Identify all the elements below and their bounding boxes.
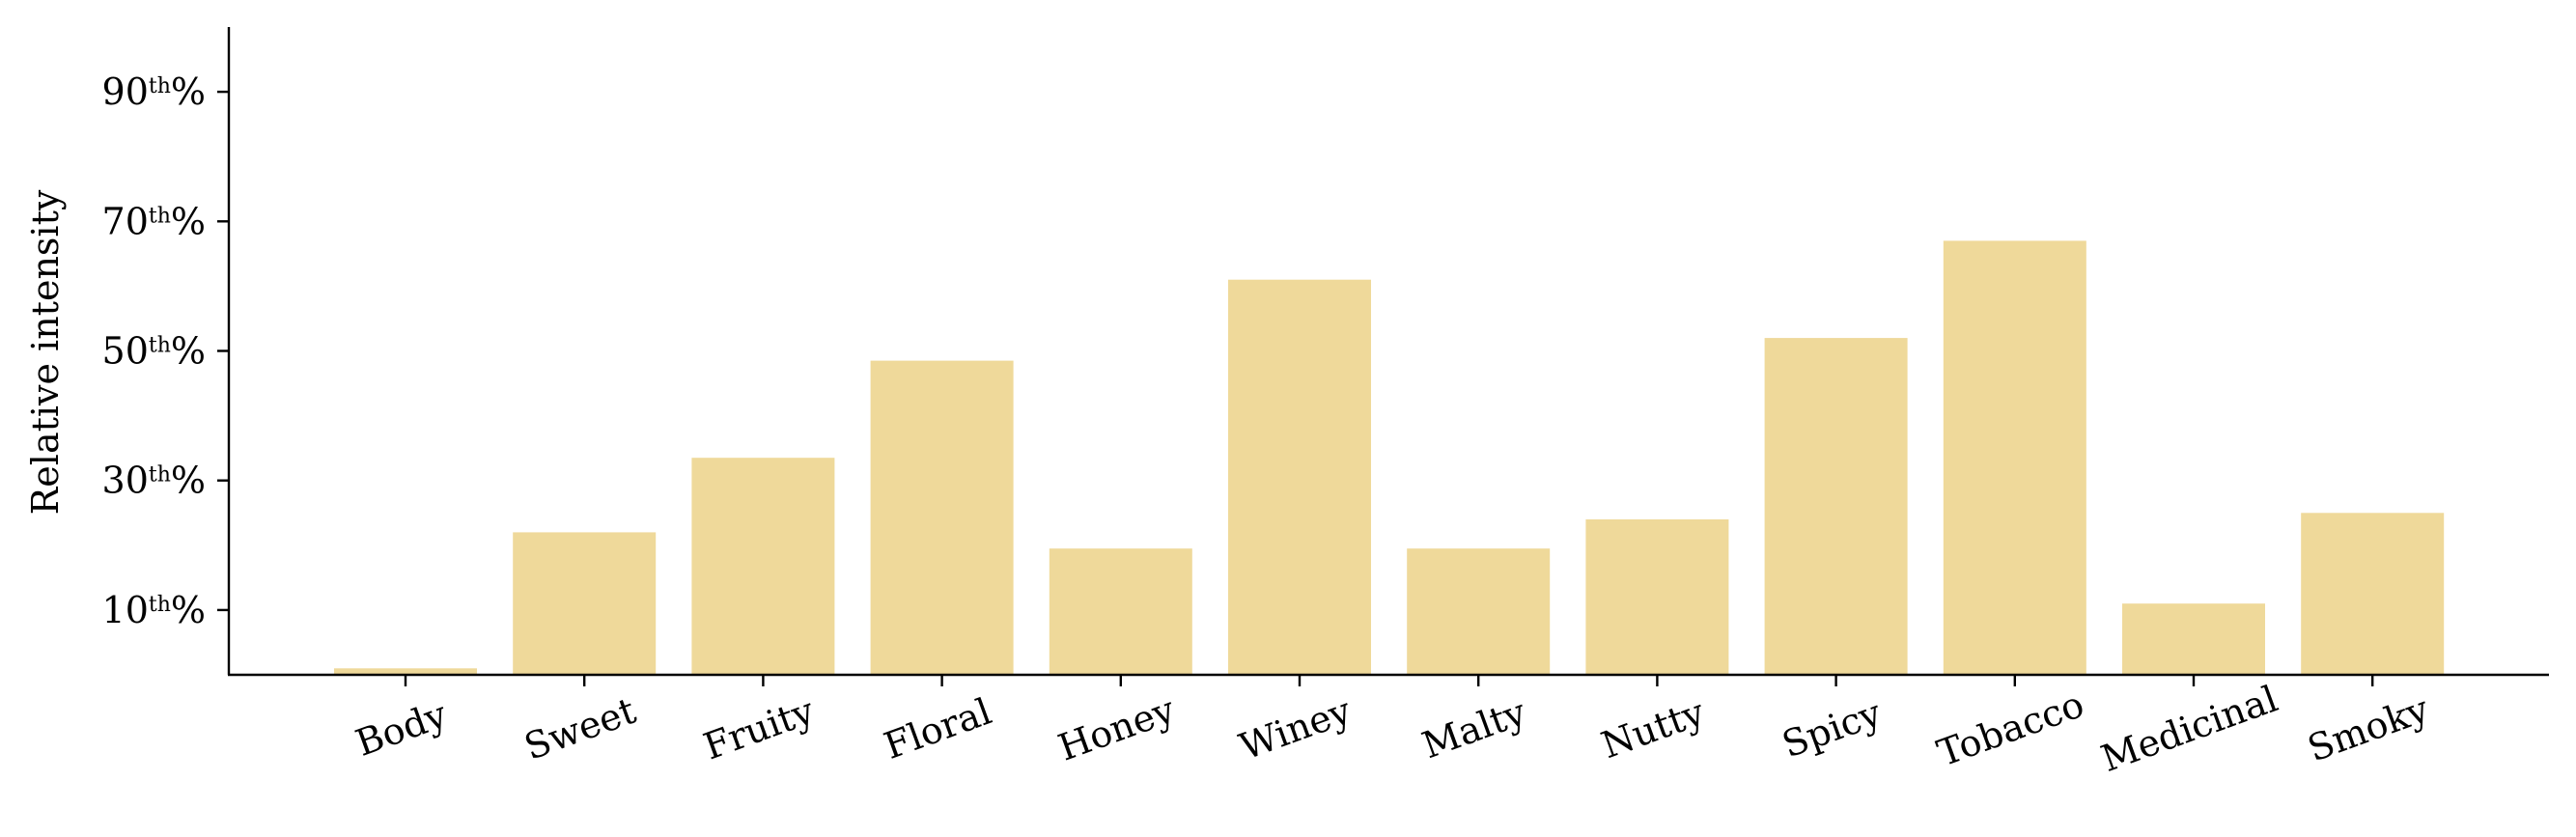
bar-smoky (2301, 513, 2445, 676)
x-tick-label: Nutty (1596, 690, 1711, 767)
y-tick-label: 90th% (102, 70, 206, 113)
x-tick-label: Medicinal (2095, 678, 2282, 781)
bar-fruity (691, 458, 835, 675)
y-tick-label: 50th% (102, 330, 206, 373)
bar-medicinal (2122, 603, 2265, 675)
x-tick-label: Tobacco (1932, 683, 2089, 774)
y-tick-label: 70th% (102, 200, 206, 242)
bars-group (334, 240, 2445, 676)
bar-spicy (1764, 338, 1908, 675)
x-tick-label: Smoky (2302, 687, 2434, 770)
bar-sweet (513, 532, 657, 675)
y-tick-label: 10th% (102, 589, 206, 631)
bar-floral (870, 360, 1014, 675)
y-ticks-group: 10th% 30th% 50th% 70th% 90th% (102, 70, 229, 631)
x-tick-label: Floral (879, 690, 997, 767)
bar-malty (1407, 548, 1551, 675)
y-tick-label: 30th% (102, 460, 206, 502)
x-tick-label: Spicy (1777, 691, 1887, 767)
bar-body (334, 668, 477, 675)
x-tick-label: Body (350, 692, 453, 765)
y-axis-label: Relative intensity (24, 189, 67, 515)
bar-winey (1228, 279, 1371, 675)
x-tick-label: Malty (1416, 690, 1531, 767)
bar-honey (1049, 548, 1192, 675)
x-tick-label: Winey (1234, 689, 1357, 768)
bar-nutty (1585, 519, 1729, 675)
x-tick-label: Fruity (698, 689, 820, 768)
x-tick-label: Honey (1052, 688, 1180, 769)
x-ticks-group: Body Sweet Fruity Floral Honey Winey Malty Nutt… (350, 675, 2435, 780)
bar-tobacco (1943, 240, 2086, 675)
x-tick-label: Sweet (518, 689, 641, 768)
